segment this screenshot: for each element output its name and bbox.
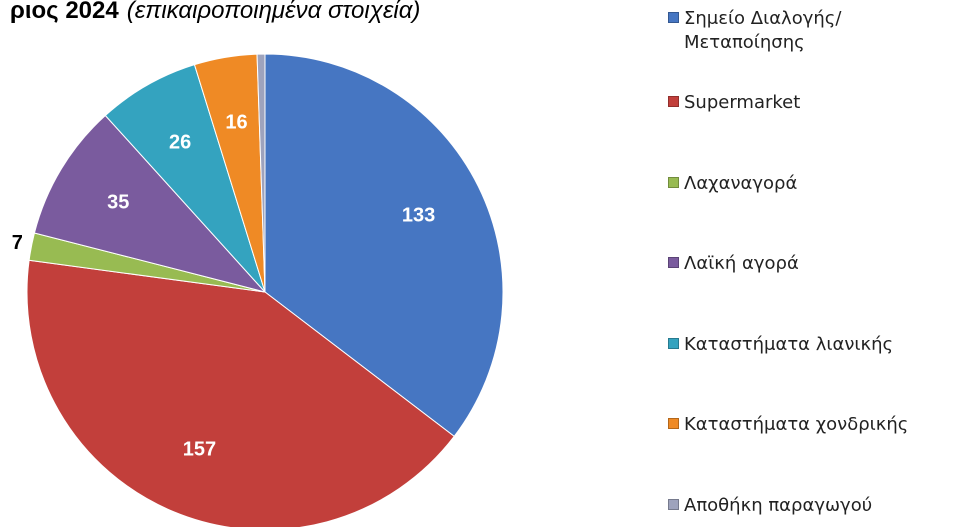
legend-swatch: [668, 498, 679, 510]
legend-swatch: [668, 418, 679, 429]
data-label: 157: [183, 439, 216, 461]
legend-label: Λαχαναγορά: [684, 172, 798, 194]
legend-item: Λαϊκή αγορά: [668, 252, 952, 276]
pie-slice: [33, 114, 267, 293]
pie: 133 157 7 35 26 16: [12, 53, 504, 527]
legend-swatch: [668, 96, 679, 107]
legend-item: Supermarket: [668, 91, 952, 115]
legend-item: Λαχαναγορά: [668, 172, 952, 196]
data-label: 26: [169, 131, 191, 153]
subtitle: (επικαιροποιημένα στοιχεία): [127, 0, 421, 24]
legend-item: Αποθήκη παραγωγού: [668, 494, 952, 518]
legend-swatch: [668, 257, 679, 268]
legend-label: Σημείο Διαλογής/Μεταποίησης: [684, 8, 842, 53]
legend-label: Λαϊκή αγορά: [684, 253, 799, 274]
pie-slice: [264, 53, 504, 438]
legend-item: Σημείο Διαλογής/Μεταποίησης: [668, 7, 952, 55]
data-label: 7: [12, 232, 23, 254]
data-label: 133: [402, 204, 435, 226]
pie-slice: [104, 64, 266, 293]
legend-label: Supermarket: [684, 92, 801, 113]
legend-label: Καταστήματα λιανικής: [684, 333, 894, 355]
legend-item: Καταστήματα λιανικής: [668, 333, 952, 357]
legend-label: Αποθήκη παραγωγού: [684, 494, 873, 516]
legend-item: Καταστήματα χονδρικής: [668, 413, 952, 437]
pie-slice: [26, 259, 455, 527]
legend-label: Καταστήματα χονδρικής: [684, 414, 909, 435]
legend-swatch: [668, 337, 679, 349]
legend-swatch: [668, 176, 679, 188]
legend-swatch: [668, 12, 679, 23]
title: ριος 2024: [10, 0, 119, 24]
chart-title: ριος 2024 (επικαιροποιημένα στοιχεία): [10, 0, 420, 24]
pie-slice: [256, 53, 266, 293]
data-label: 35: [107, 192, 129, 214]
data-label: 16: [225, 111, 247, 133]
